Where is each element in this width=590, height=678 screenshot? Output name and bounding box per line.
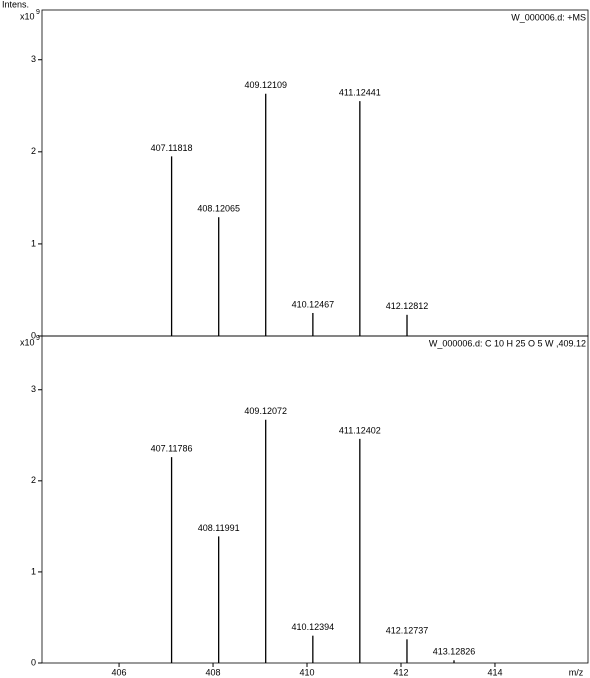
y-tick-label: 3 xyxy=(31,384,36,394)
y-tick-label: 0 xyxy=(31,330,36,340)
peak-label: 409.12072 xyxy=(244,406,287,416)
x-label: m/z xyxy=(569,667,584,677)
y-tick-label: 1 xyxy=(31,238,36,248)
peak-label: 407.11786 xyxy=(151,444,193,454)
x-tick-label: 408 xyxy=(206,667,221,677)
peak-label: 407.11818 xyxy=(151,143,193,153)
y-tick-label: 2 xyxy=(31,475,36,485)
y-label: Intens. xyxy=(2,0,29,9)
peak-label: 408.11991 xyxy=(198,523,240,533)
y-multiplier-exponent: 9 xyxy=(36,9,40,16)
y-multiplier: x10 xyxy=(20,337,35,347)
plot-frame xyxy=(41,9,589,337)
y-tick-label: 3 xyxy=(31,54,36,64)
x-tick-label: 414 xyxy=(487,667,502,677)
panel-title: W_000006.d: +MS xyxy=(511,12,586,22)
y-tick-label: 0 xyxy=(31,657,36,667)
peak-label: 413.12826 xyxy=(433,647,476,657)
panel-title: W_000006.d: C 10 H 25 O 5 W ,409.12 xyxy=(429,338,586,348)
peak-label: 410.12467 xyxy=(292,299,335,309)
plot-frame xyxy=(41,335,589,664)
peak-label: 408.12065 xyxy=(197,204,240,214)
x-tick-label: 410 xyxy=(299,667,314,677)
y-multiplier-exponent: 9 xyxy=(36,335,40,342)
y-multiplier: x10 xyxy=(20,11,35,21)
peak-label: 410.12394 xyxy=(292,622,335,632)
x-tick-label: 412 xyxy=(393,667,408,677)
peak-label: 409.12109 xyxy=(244,80,287,90)
y-tick-label: 1 xyxy=(31,566,36,576)
peak-label: 411.12441 xyxy=(339,88,381,98)
y-tick-label: 2 xyxy=(31,146,36,156)
x-tick-label: 406 xyxy=(112,667,127,677)
peak-label: 411.12402 xyxy=(339,425,381,435)
peak-label: 412.12737 xyxy=(386,626,429,636)
peak-label: 412.12812 xyxy=(386,301,429,311)
